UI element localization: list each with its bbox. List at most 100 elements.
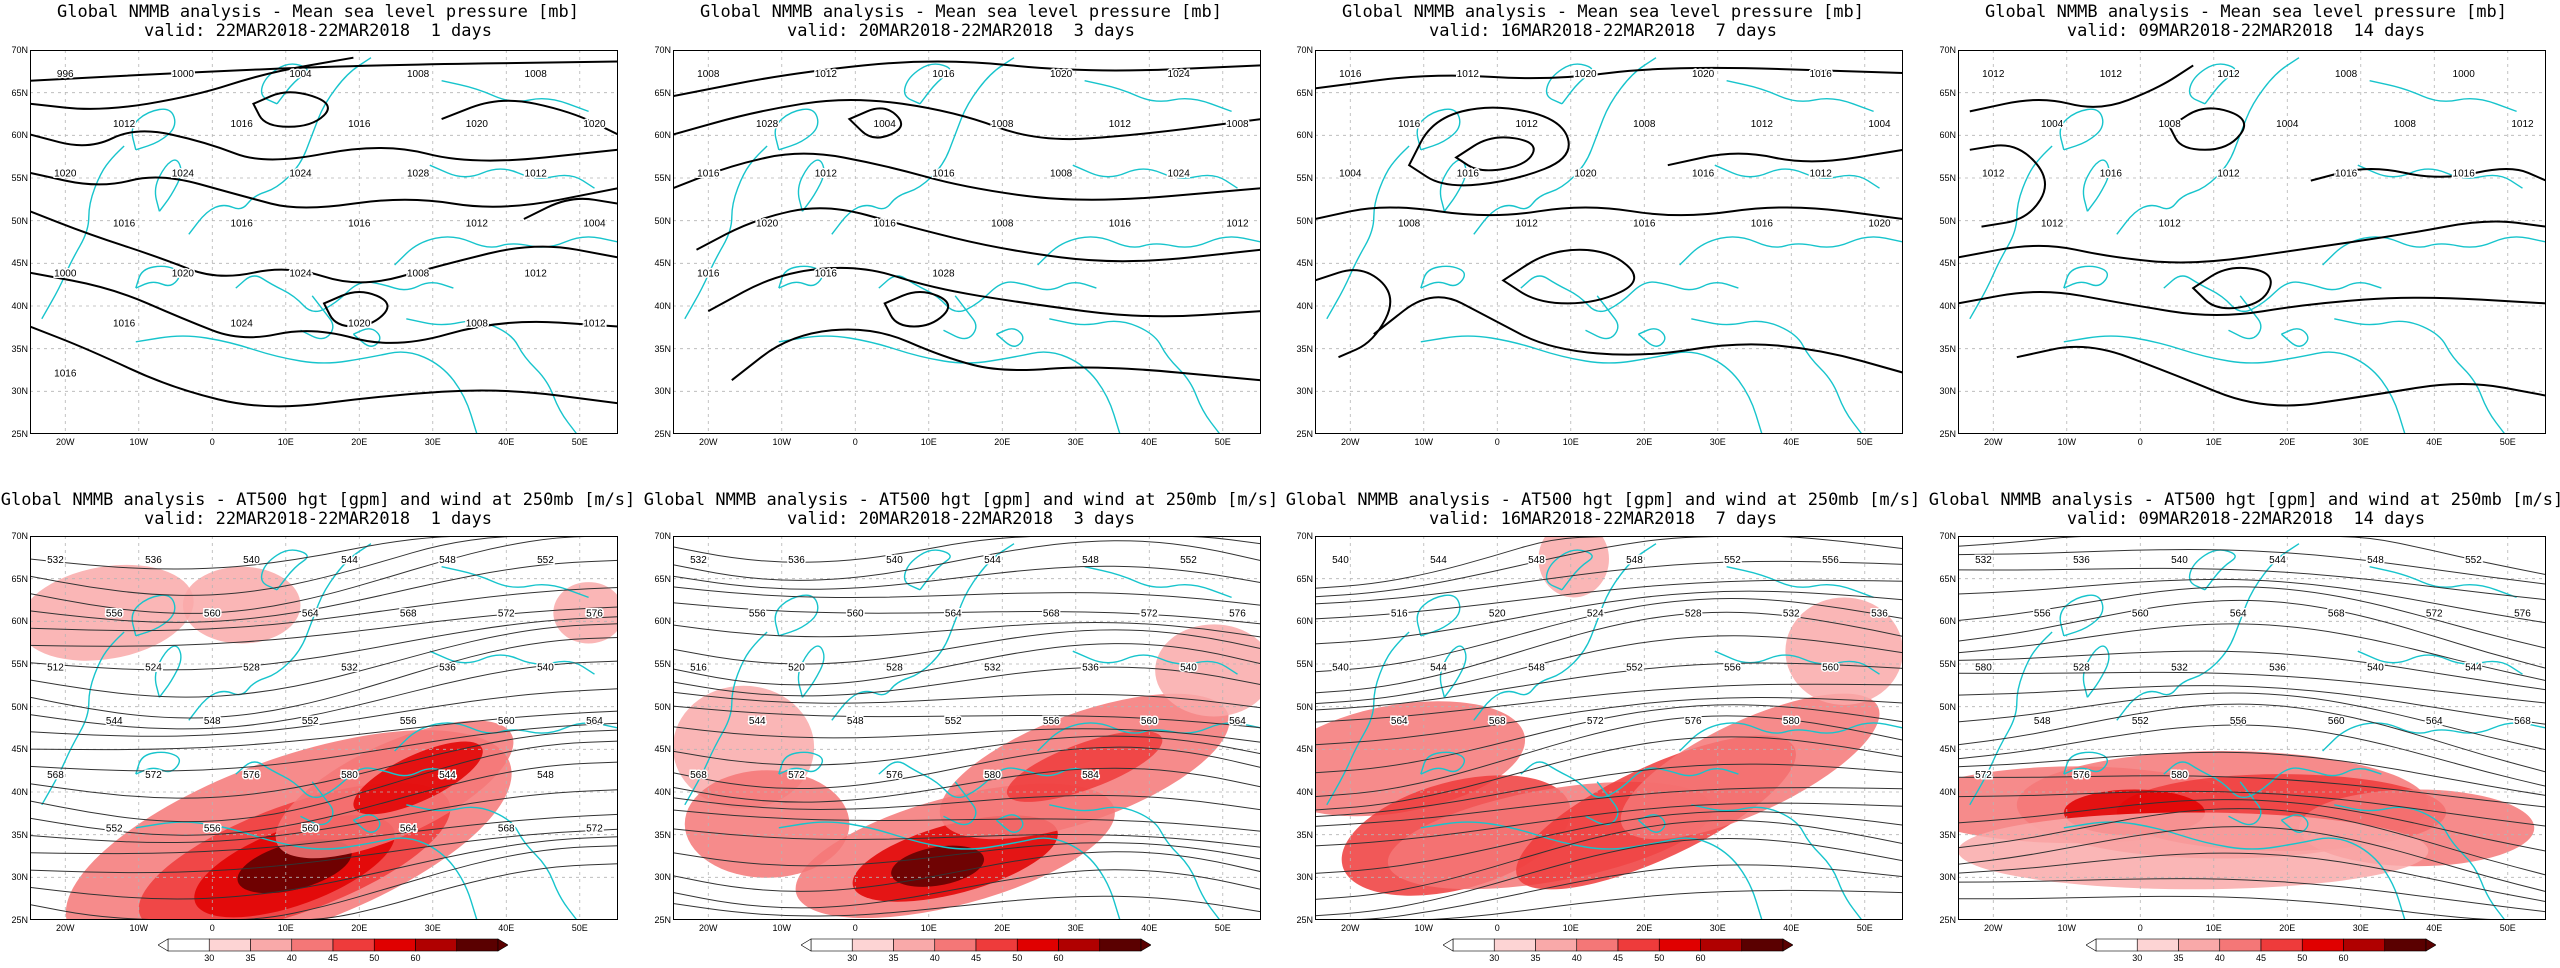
height-contour [30,536,618,570]
longitude-tick-label: 20W [1984,437,2003,447]
panel-valid-period: valid: 09MAR2018-22MAR2018 14 days [2066,509,2426,529]
z500-panel: Global NMMB analysis - AT500 hgt [gpm] a… [1283,0,1923,964]
map-plot: 532 536 540 544 548 552 556 560 564 568 572 576 580 5… [1958,536,2546,920]
longitude-tick-label: 30E [2352,437,2369,447]
longitude-tick-label: 40E [1783,437,1800,447]
map-area: 1016 1012 1020 1020 1016 1016 1012 1008 1012 1004… [1315,50,1903,434]
longitude-tick-label: 0 [209,437,215,447]
coastline [1473,57,1657,235]
colorbar-swatch [2260,938,2303,952]
latitude-tick-label: 70N [1296,531,1313,541]
contour-label: 552 [302,716,319,727]
latitude-tick-label: 35N [1296,343,1313,354]
height-contour [1315,662,1903,711]
latitude-tick-label: 50N [1939,215,1956,226]
coastline [995,328,1024,347]
colorbar-min-arrow [2085,938,2097,952]
wind-speed-area [1958,812,2429,890]
coastline [1420,751,1466,775]
contour-label: 568 [400,609,417,620]
coastline [235,761,454,799]
contour-label: 1012 [815,69,838,80]
coastline [797,159,825,212]
latitude-tick-label: 50N [1296,215,1313,226]
contour-label: 1020 [466,119,489,130]
coastlines [684,57,1261,434]
coastline [135,265,181,289]
map-area: 532 536 540 544 548 552 556 560 564 568 572 576 580 5… [1958,536,2546,920]
longitude-tick-label: 20E [2279,437,2296,447]
height-contour [673,629,1261,665]
coastlines [41,57,618,434]
contour-label: 540 [1332,555,1349,566]
colorbar-swatch [1700,938,1743,952]
coastline [394,722,618,752]
coastline [903,63,951,105]
longitude-tick-label: 40E [1141,923,1158,933]
contour-label: 1016 [2100,169,2123,180]
longitude-tick-label: 20E [994,437,1011,447]
longitude-tick-label: 10E [2205,923,2222,933]
colorbar-swatch [208,938,251,952]
latitude-tick-label: 45N [654,258,671,269]
height-contour [673,602,1261,625]
colorbar-min-arrow [800,938,812,952]
height-contour [1315,579,1903,620]
height-contour [1315,635,1903,705]
wind-speed-area [30,564,194,661]
contour-label: 1008 [1398,219,1421,230]
contour-label: 532 [341,662,358,673]
latitude-tick-label: 45N [1939,744,1956,755]
latitude-tick-label: 35N [1296,829,1313,840]
contour-label: 560 [498,716,515,727]
latitude-tick-label: 45N [1939,258,1956,269]
height-contour [673,691,1261,709]
latitude-tick-label: 50N [11,701,28,712]
contour-label: 528 [243,662,260,673]
colorbar-swatch [2301,938,2344,952]
height-contour [30,813,618,855]
colorbar-swatch [810,938,853,952]
contour-label: 1004 [289,69,312,80]
panel-title: Global NMMB analysis - AT500 hgt [gpm] a… [643,490,1279,510]
wind-speed-area [1155,624,1261,717]
contour-label: 1008 [991,119,1014,130]
isobar [2310,168,2546,182]
height-contour [673,869,1261,909]
contour-label: 1004 [2276,119,2299,130]
longitude-tick-label: 20W [699,437,718,447]
coastline [1326,145,1410,320]
longitude-tick-label: 20W [699,923,718,933]
contour-label: 1024 [172,169,195,180]
contour-label: 1024 [1168,169,1191,180]
contour-label: 1008 [1050,169,1073,180]
latitude-tick-label: 65N [1296,87,1313,98]
latitude-tick-label: 60N [1939,130,1956,141]
contour-labels: 1016 1012 1020 1020 1016 1016 1012 1008 1012 1004… [1338,67,1893,231]
height-contour [1958,852,2546,903]
contour-label: 536 [1082,662,1099,673]
wind-speed-area [553,582,618,644]
contours [673,536,1261,917]
latitude-tick-label: 25N [1939,915,1956,925]
wind-speed-colorbar: 30 35 40 45 50 60 [157,938,509,968]
coastline [878,275,1097,313]
contour-label: 1020 [756,219,779,230]
contour-label: 1028 [756,119,779,130]
longitude-tick-label: 10E [277,923,294,933]
contour-label: 544 [1430,662,1447,673]
contour-label: 532 [2171,662,2188,673]
contour-label: 548 [1082,555,1099,566]
latitude-tick-label: 70N [654,45,671,55]
longitude-tick-label: 30E [1709,437,1726,447]
height-contour [1315,590,1903,645]
contour-label: 568 [498,824,515,835]
colorbar-tick-label: 60 [1053,953,1064,963]
coastline [2369,80,2517,113]
contour-label: 1020 [1868,219,1891,230]
contour-label: 1024 [289,269,312,280]
height-contour [673,536,1261,563]
map-background [1315,50,1903,434]
contour-label: 564 [945,609,962,620]
colorbar-tick-label: 45 [970,953,981,963]
